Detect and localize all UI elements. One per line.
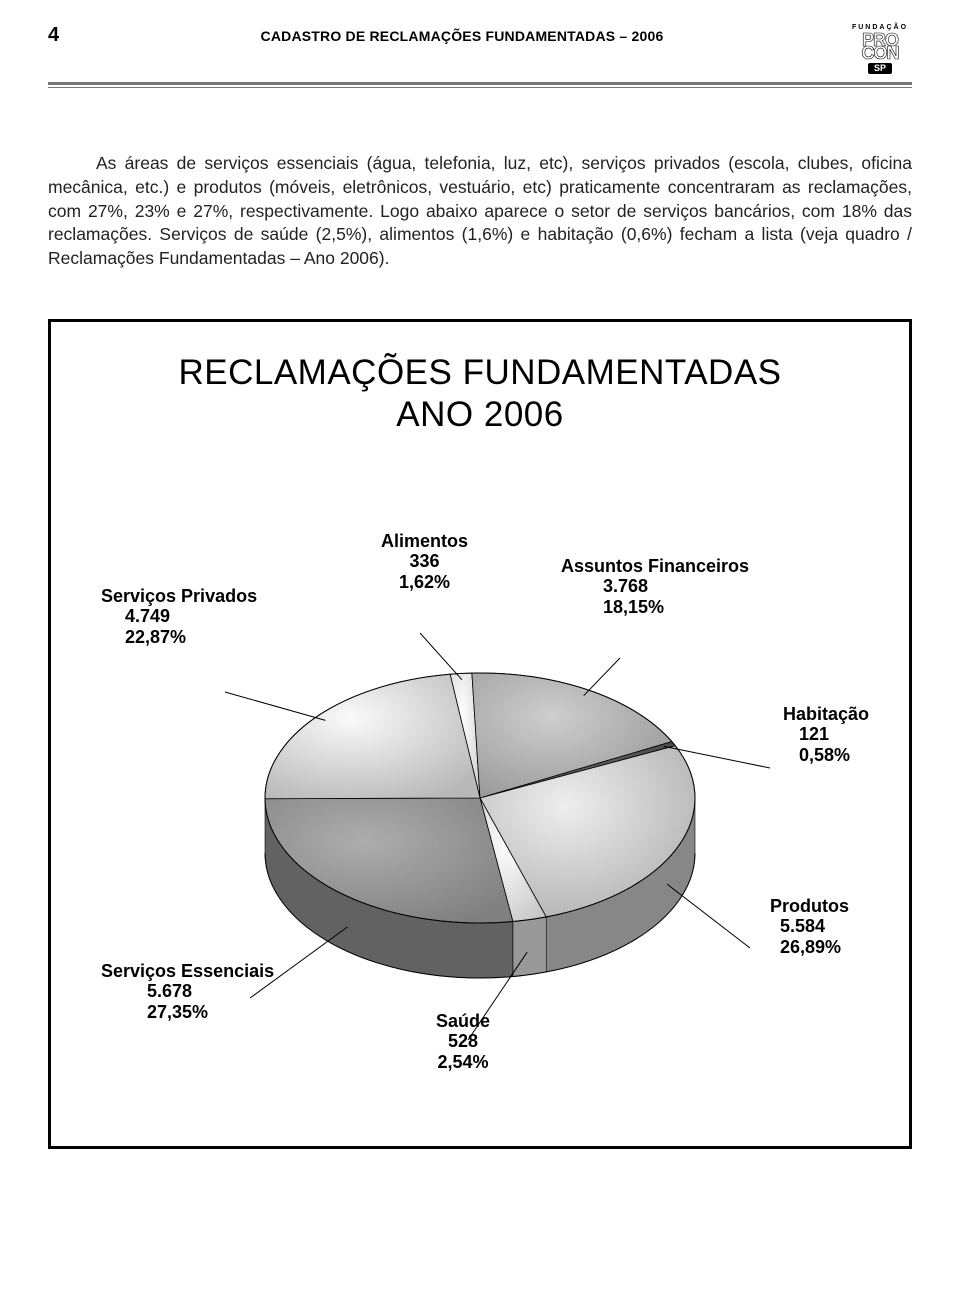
label-alimentos-name: Alimentos <box>381 531 468 551</box>
label-saude: Saúde 528 2,54% <box>436 1011 490 1073</box>
label-financeiros: Assuntos Financeiros 3.768 18,15% <box>561 556 749 618</box>
label-privados-pct: 22,87% <box>101 627 186 647</box>
label-alimentos: Alimentos 336 1,62% <box>381 531 468 593</box>
procon-logo: FUNDAÇÃO PROCON SP <box>848 24 912 74</box>
label-financeiros-name: Assuntos Financeiros <box>561 556 749 576</box>
label-privados-name: Serviços Privados <box>101 586 257 606</box>
label-essenciais-name: Serviços Essenciais <box>101 961 274 981</box>
header-title: CADASTRO DE RECLAMAÇÕES FUNDAMENTADAS – … <box>76 24 848 44</box>
chart-title-line1: RECLAMAÇÕES FUNDAMENTADAS <box>178 353 781 392</box>
page: 4 CADASTRO DE RECLAMAÇÕES FUNDAMENTADAS … <box>0 0 960 1310</box>
label-privados-count: 4.749 <box>101 606 170 626</box>
page-header: 4 CADASTRO DE RECLAMAÇÕES FUNDAMENTADAS … <box>48 24 912 80</box>
label-saude-pct: 2,54% <box>437 1052 488 1072</box>
label-habitacao-pct: 0,58% <box>783 745 850 765</box>
label-essenciais-pct: 27,35% <box>101 1002 208 1022</box>
label-essenciais: Serviços Essenciais 5.678 27,35% <box>101 961 274 1023</box>
chart-title: RECLAMAÇÕES FUNDAMENTADAS ANO 2006 <box>91 352 869 436</box>
label-habitacao-count: 121 <box>783 724 829 744</box>
chart-title-line2: ANO 2006 <box>396 395 563 434</box>
chart-container: RECLAMAÇÕES FUNDAMENTADAS ANO 2006 Servi… <box>48 319 912 1149</box>
label-produtos-name: Produtos <box>770 896 849 916</box>
label-financeiros-pct: 18,15% <box>561 597 664 617</box>
label-alimentos-pct: 1,62% <box>399 572 450 592</box>
page-number: 4 <box>48 24 76 47</box>
body-paragraph: As áreas de serviços essenciais (água, t… <box>48 152 912 270</box>
label-habitacao-name: Habitação <box>783 704 869 724</box>
label-produtos: Produtos 5.584 26,89% <box>770 896 849 958</box>
label-alimentos-count: 336 <box>409 551 439 571</box>
label-saude-count: 528 <box>448 1031 478 1051</box>
label-essenciais-count: 5.678 <box>101 981 192 1001</box>
header-rule <box>48 82 912 88</box>
label-financeiros-count: 3.768 <box>561 576 648 596</box>
label-produtos-count: 5.584 <box>770 916 825 936</box>
label-saude-name: Saúde <box>436 1011 490 1031</box>
logo-main-text: PROCON <box>848 32 912 61</box>
pie-area: Serviços Privados 4.749 22,87% Alimentos… <box>91 436 869 1076</box>
logo-sub-text: SP <box>868 63 892 74</box>
label-produtos-pct: 26,89% <box>770 937 841 957</box>
label-privados: Serviços Privados 4.749 22,87% <box>101 586 257 648</box>
label-habitacao: Habitação 121 0,58% <box>783 704 869 766</box>
